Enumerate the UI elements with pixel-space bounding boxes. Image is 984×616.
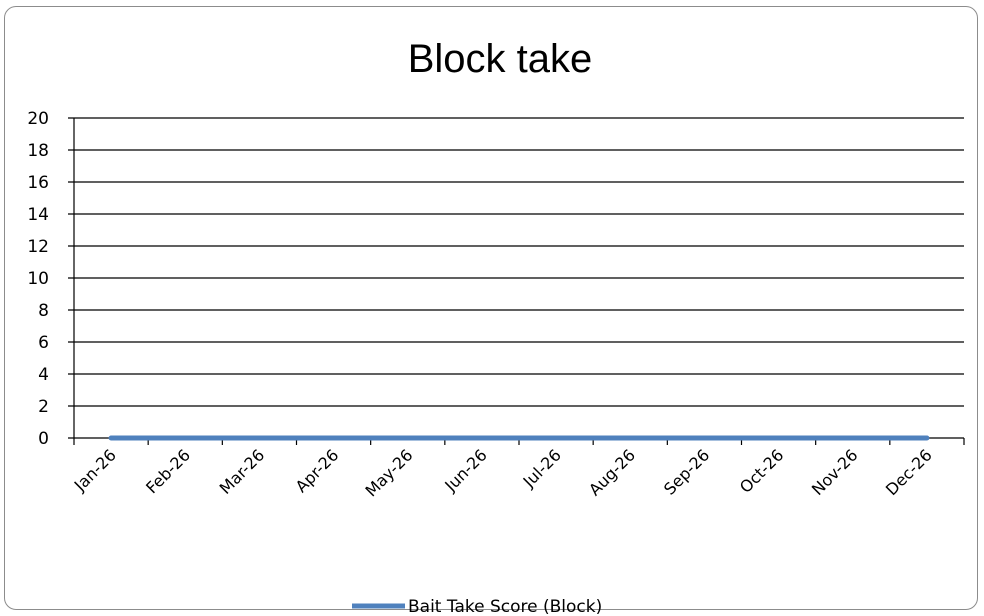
y-tick-label: 16 [27,173,49,193]
x-tick-label: Jun-26 [440,445,490,495]
y-tick-label: 0 [38,429,49,449]
x-tick-label: Nov-26 [808,445,862,499]
chart-title: Block take [408,37,593,81]
grid-lines [68,117,964,439]
x-tick-label: Feb-26 [142,445,194,497]
y-axis-ticks: 0 2 4 6 8 10 12 14 16 18 20 [27,109,49,449]
x-tick-label: Sep-26 [660,445,713,498]
y-tick-label: 2 [38,397,49,417]
y-tick-label: 20 [27,109,49,129]
y-tick-label: 18 [27,141,49,161]
x-tick-label: Oct-26 [736,445,787,496]
x-axis-ticks: Jan-26 Feb-26 Mar-26 Apr-26 May-26 Jun-26 Jul-… [70,438,965,501]
x-tick-label: Jan-26 [70,445,120,495]
y-tick-label: 6 [38,333,49,353]
x-tick-label: Apr-26 [292,445,343,496]
x-tick-label: Dec-26 [882,445,936,499]
y-tick-label: 8 [38,301,49,321]
y-tick-label: 12 [27,237,49,257]
y-tick-label: 14 [27,205,49,225]
y-tick-label: 4 [38,365,49,385]
x-tick-label: Jul-26 [519,445,565,491]
x-tick-label: Aug-26 [585,445,639,499]
y-tick-label: 10 [27,269,49,289]
x-tick-label: May-26 [361,445,416,500]
legend-label: Bait Take Score (Block) [408,597,602,616]
x-tick-label: Mar-26 [216,445,269,498]
legend: Bait Take Score (Block) [352,597,602,616]
chart-frame [4,6,978,610]
